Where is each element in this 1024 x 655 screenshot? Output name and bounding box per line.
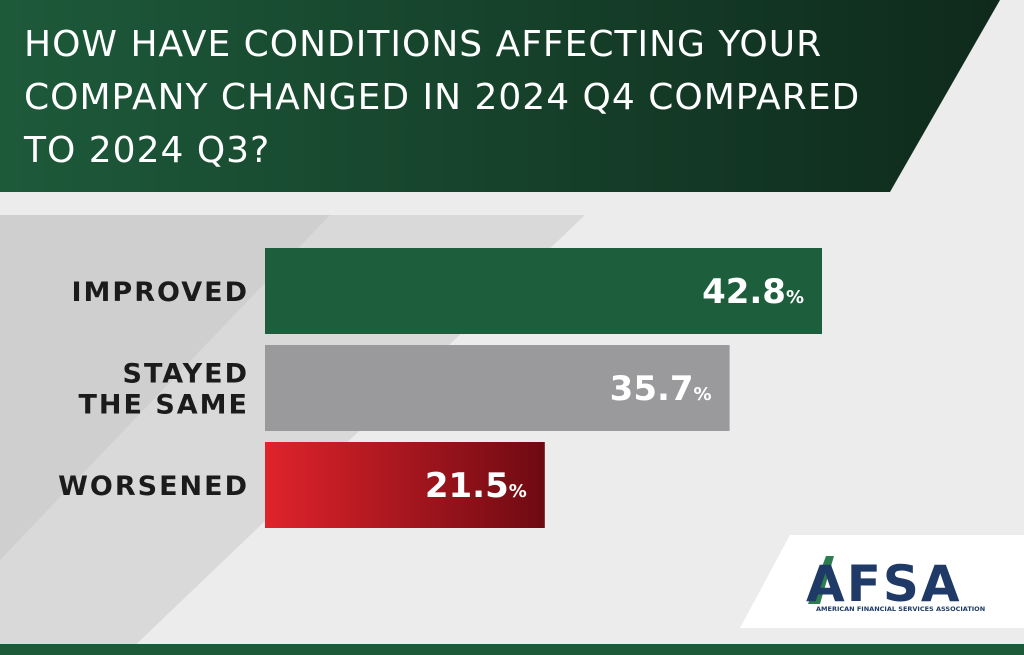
chart-title: HOW HAVE CONDITIONS AFFECTING YOUR COMPA…	[24, 24, 861, 171]
logo-panel	[740, 535, 1024, 628]
category-label-stayed-the-same: STAYED	[123, 359, 250, 390]
value-label-stayed-the-same: 35.7%	[610, 369, 712, 409]
bar-worsened	[265, 442, 545, 528]
value-label-worsened: 21.5%	[425, 466, 527, 506]
bar-stayed-the-same	[265, 345, 730, 431]
bar-improved	[265, 248, 822, 334]
logo-subtitle: AMERICAN FINANCIAL SERVICES ASSOCIATION	[816, 605, 985, 613]
logo-green-stroke	[808, 556, 834, 604]
background-shade	[0, 215, 330, 560]
bottom-stripe	[0, 644, 1024, 655]
category-label-worsened: WORSENED	[58, 471, 249, 502]
category-label-improved: IMPROVED	[72, 277, 249, 308]
value-label-improved: 42.8%	[702, 272, 804, 312]
title-banner	[0, 0, 1000, 192]
logo-name: AFSA	[806, 555, 962, 613]
category-label-stayed-the-same: THE SAME	[78, 390, 249, 421]
